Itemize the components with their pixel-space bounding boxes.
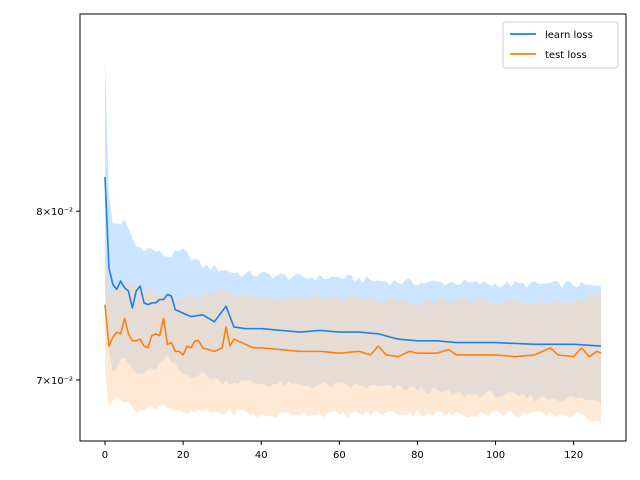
y-tick-label: 8×10⁻²	[36, 207, 73, 218]
x-tick-label: 20	[177, 450, 190, 461]
legend-label: learn loss	[545, 30, 593, 41]
y-tick-label: 7×10⁻²	[36, 376, 73, 387]
x-tick-label: 120	[564, 450, 583, 461]
y-axis-ticks: 7×10⁻² 8×10⁻²	[36, 207, 80, 387]
x-tick-label: 80	[411, 450, 424, 461]
legend-box	[502, 21, 619, 69]
variance-bands	[105, 57, 601, 424]
line-learn-loss	[104, 176, 602, 347]
plot-frame	[79, 13, 627, 442]
legend-label: test loss	[545, 50, 587, 61]
x-axis-ticks: 0 20 40 60 80 100 120	[102, 441, 583, 461]
series-lines	[104, 176, 602, 358]
x-tick-label: 40	[255, 450, 268, 461]
line-test-loss	[104, 304, 602, 358]
band-test-loss	[105, 243, 601, 424]
legend: learn loss test loss	[502, 21, 619, 69]
x-tick-label: 100	[486, 450, 505, 461]
x-tick-label: 60	[333, 450, 346, 461]
x-tick-label: 0	[102, 450, 108, 461]
